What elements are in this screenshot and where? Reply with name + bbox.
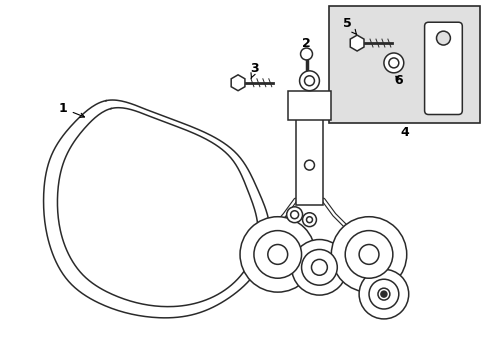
Circle shape xyxy=(253,231,301,278)
Circle shape xyxy=(368,279,398,309)
Circle shape xyxy=(302,213,316,227)
Circle shape xyxy=(290,211,298,219)
Circle shape xyxy=(383,53,403,73)
Circle shape xyxy=(388,58,398,68)
Circle shape xyxy=(300,48,312,60)
Bar xyxy=(287,91,331,121)
Text: 6: 6 xyxy=(394,74,402,87)
Circle shape xyxy=(291,239,346,295)
Circle shape xyxy=(304,76,314,86)
FancyBboxPatch shape xyxy=(424,22,461,114)
Circle shape xyxy=(304,160,314,170)
Circle shape xyxy=(240,217,315,292)
Bar xyxy=(295,116,323,205)
Text: 4: 4 xyxy=(400,126,408,139)
Text: 5: 5 xyxy=(342,17,356,34)
Text: 3: 3 xyxy=(250,62,259,78)
Circle shape xyxy=(306,217,312,223)
Circle shape xyxy=(380,291,386,297)
Circle shape xyxy=(358,269,408,319)
Circle shape xyxy=(436,31,449,45)
Circle shape xyxy=(301,249,337,285)
Circle shape xyxy=(267,244,287,264)
Circle shape xyxy=(311,260,326,275)
Text: 1: 1 xyxy=(59,102,84,117)
Circle shape xyxy=(331,217,406,292)
Bar xyxy=(328,6,479,123)
Text: 2: 2 xyxy=(302,37,310,55)
Circle shape xyxy=(377,288,389,300)
Circle shape xyxy=(358,244,378,264)
Circle shape xyxy=(286,207,302,223)
Circle shape xyxy=(299,71,319,91)
Circle shape xyxy=(345,231,392,278)
